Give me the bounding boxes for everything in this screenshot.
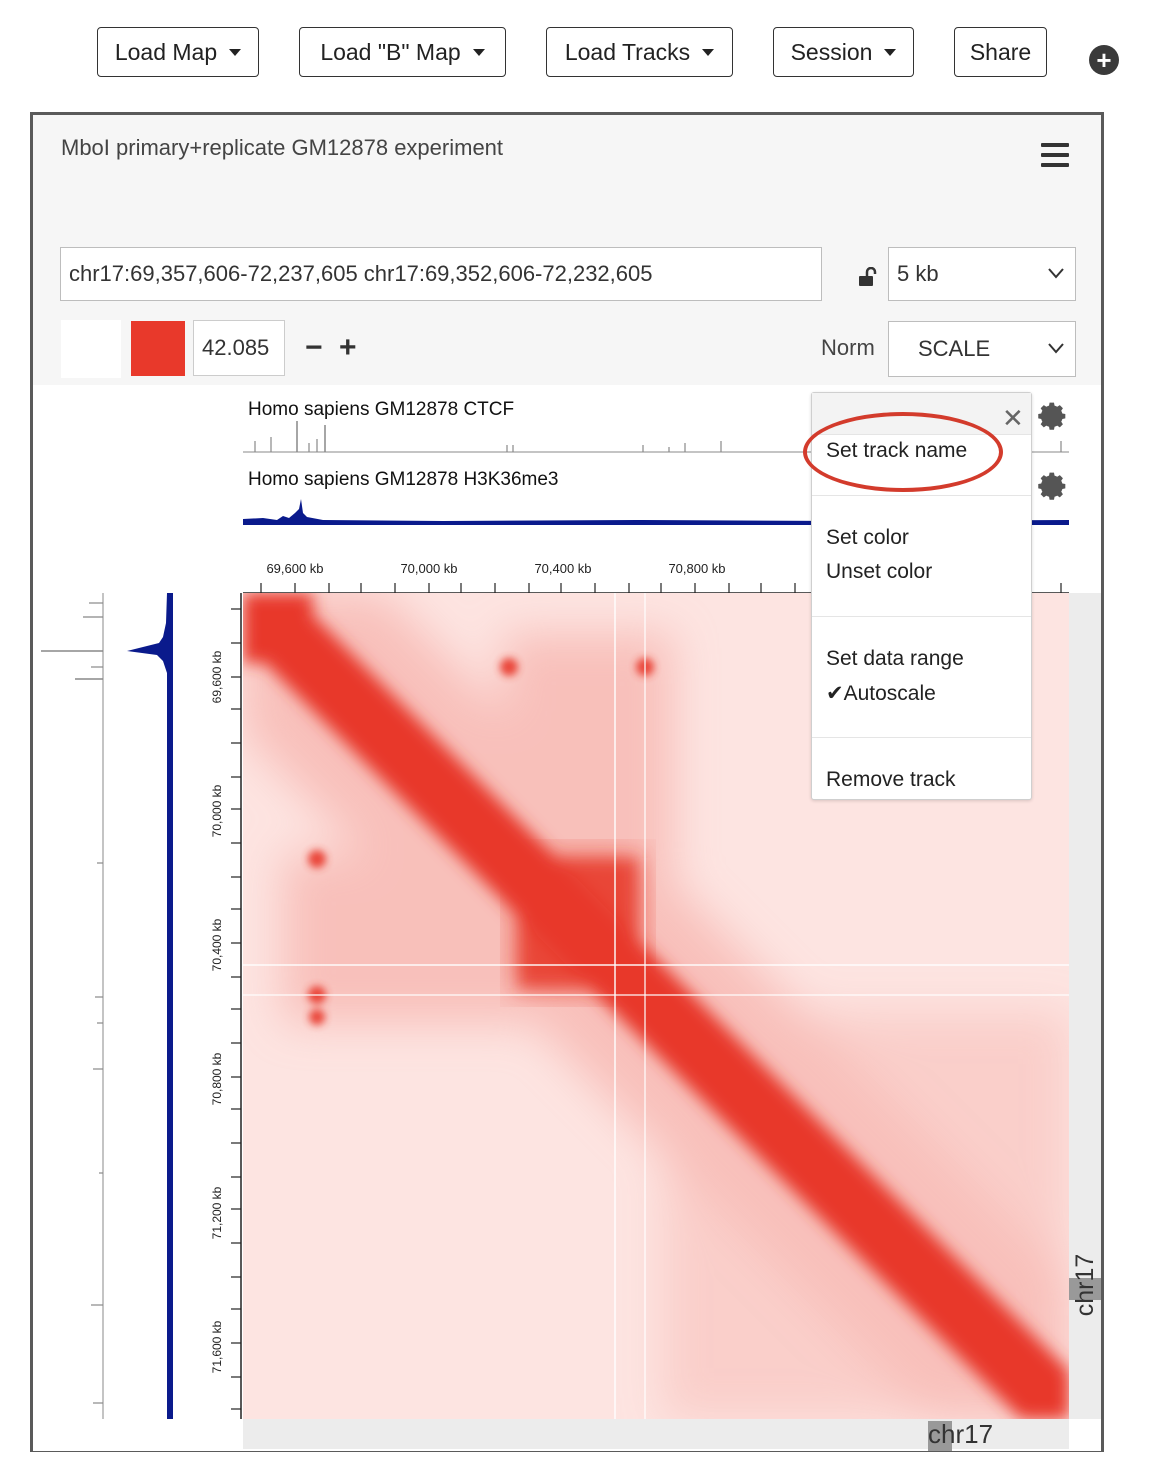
load-tracks-button[interactable]: Load Tracks [546, 27, 733, 77]
load-map-button[interactable]: Load Map [97, 27, 259, 77]
high-color-swatch[interactable] [131, 321, 185, 376]
resolution-value: 5 kb [897, 261, 939, 286]
caret-down-icon [229, 48, 242, 56]
contact-map-heatmap[interactable] [243, 593, 1069, 1419]
load-tracks-label: Load Tracks [564, 38, 691, 65]
map-title: MboI primary+replicate GM12878 experimen… [61, 135, 504, 160]
session-button[interactable]: Session [773, 27, 914, 77]
x-tick-label: 69,600 kb [266, 561, 323, 576]
locus-input[interactable] [60, 247, 822, 301]
chromosome-x-marker [928, 1421, 952, 1451]
increase-range-button[interactable]: + [339, 331, 357, 364]
menu-item-remove-track[interactable]: Remove track [826, 768, 956, 791]
share-label: Share [969, 38, 1032, 65]
load-map-label: Load Map [114, 38, 218, 65]
load-b-map-button[interactable]: Load "B" Map [299, 27, 506, 77]
y-tick-label: 70,800 kb [210, 1052, 224, 1105]
track-name-ctcf: Homo sapiens GM12878 CTCF [248, 399, 515, 420]
menu-item-unset-color[interactable]: Unset color [826, 560, 933, 583]
caret-down-icon [884, 48, 897, 56]
chromosome-y-label-svg: chr17 [1071, 1254, 1099, 1317]
session-label: Session [790, 38, 873, 65]
x-tick-label: 70,000 kb [400, 561, 457, 576]
gear-icon[interactable] [1035, 399, 1069, 433]
y-ruler: 69,600 kb 70,000 kb 70,400 kb 70,800 kb … [210, 593, 242, 1419]
low-color-swatch[interactable] [61, 320, 121, 378]
y-tick-label: 70,000 kb [210, 784, 224, 837]
x-tick-label: 70,800 kb [668, 561, 725, 576]
norm-label: Norm [821, 335, 875, 360]
unlocked-icon[interactable] [857, 267, 877, 287]
close-icon[interactable]: ✕ [1002, 403, 1024, 433]
chromosome-y-marker [1069, 1278, 1101, 1300]
menu-divider [812, 495, 1031, 496]
chevron-down-icon [1048, 343, 1064, 354]
menu-item-autoscale[interactable]: ✔Autoscale [826, 682, 936, 705]
chromosome-y-label: chr17 [1071, 1254, 1099, 1317]
y-tick-label: 71,200 kb [210, 1186, 224, 1239]
decrease-range-button[interactable]: − [305, 331, 323, 364]
color-range-input[interactable] [193, 320, 285, 376]
caret-down-icon [702, 48, 715, 56]
ctcf-track-vertical [41, 593, 104, 1419]
load-b-map-label: Load "B" Map [320, 38, 461, 65]
x-tick-label: 70,400 kb [534, 561, 591, 576]
y-tick-label: 69,600 kb [210, 650, 224, 703]
top-toolbar: Load Map Load "B" Map Load Tracks Sessio… [0, 0, 1156, 100]
caret-down-icon [472, 48, 485, 56]
h3k36me3-track-vertical [127, 593, 173, 1419]
y-tick-label: 70,400 kb [210, 918, 224, 971]
highlight-annotation-ring [803, 412, 1003, 492]
resolution-select[interactable]: 5 kb [888, 247, 1076, 301]
gear-icon[interactable] [1035, 469, 1069, 503]
chromosome-x-label: chr17 [928, 1419, 994, 1449]
menu-item-set-color[interactable]: Set color [826, 526, 909, 549]
track-name-h3k36me3: Homo sapiens GM12878 H3K36me3 [248, 469, 559, 490]
y-tick-label: 71,600 kb [210, 1320, 224, 1373]
share-button[interactable]: Share [954, 27, 1047, 77]
browser-panel: MboI primary+replicate GM12878 experimen… [30, 112, 1104, 1452]
menu-divider [812, 737, 1031, 738]
menu-item-set-data-range[interactable]: Set data range [826, 647, 964, 670]
norm-value: SCALE [918, 336, 991, 361]
menu-divider [812, 616, 1031, 617]
add-browser-icon[interactable]: + [1089, 45, 1119, 75]
norm-select[interactable]: SCALE [888, 321, 1076, 377]
chevron-down-icon [1048, 268, 1064, 279]
hamburger-menu-icon[interactable] [1041, 143, 1069, 167]
